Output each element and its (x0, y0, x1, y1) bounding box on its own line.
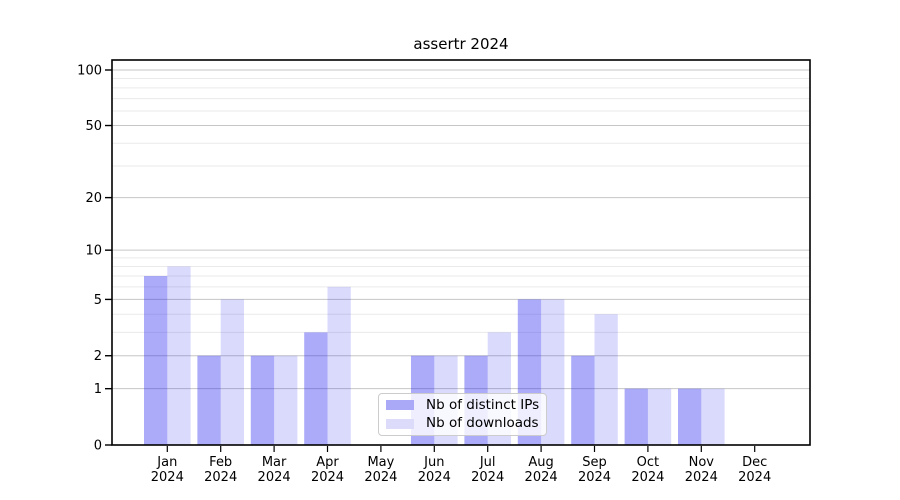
x-tick-label-month-mar: Mar (262, 455, 287, 470)
bar-downloads-mar (274, 355, 298, 445)
legend-label-distinct-ips: Nb of distinct IPs (426, 396, 540, 413)
y-tick-label-20: 20 (85, 191, 102, 206)
x-tick-label-year-sep: 2024 (578, 470, 611, 485)
legend-item-distinct-ips: Nb of distinct IPs (386, 396, 546, 413)
legend-swatch-ips (386, 400, 414, 411)
bar-ips-jan (144, 276, 168, 445)
x-tick-label-month-sep: Sep (582, 455, 607, 470)
bar-downloads-feb (220, 299, 244, 445)
y-tick-label-1: 1 (94, 382, 102, 397)
x-tick-label-month-nov: Nov (689, 455, 715, 470)
x-tick-label-year-may: 2024 (364, 470, 397, 485)
x-tick-label-year-jan: 2024 (151, 470, 184, 485)
x-tick-label-year-jul: 2024 (471, 470, 504, 485)
x-tick-label-month-jun: Jun (423, 455, 444, 470)
legend-swatch-downloads (386, 418, 414, 429)
chart-title: assertr 2024 (413, 35, 509, 53)
y-tick-label-5: 5 (94, 293, 102, 308)
plot-border (111, 59, 811, 446)
x-tick-label-year-oct: 2024 (631, 470, 664, 485)
x-tick-label-year-jun: 2024 (418, 470, 451, 485)
x-tick-label-month-aug: Aug (528, 455, 553, 470)
bar-downloads-oct (647, 388, 672, 445)
y-tick-label-0: 0 (94, 439, 102, 454)
x-tick-label-year-apr: 2024 (311, 470, 344, 485)
x-tick-label-month-oct: Oct (637, 455, 659, 470)
x-tick-label-year-nov: 2024 (685, 470, 718, 485)
bar-ips-nov (678, 388, 702, 445)
bar-downloads-apr (327, 286, 351, 445)
x-tick-label-month-apr: Apr (316, 455, 339, 470)
bar-ips-sep (571, 355, 595, 445)
x-tick-label-month-jul: Jul (479, 455, 496, 470)
y-tick-label-50: 50 (85, 119, 102, 134)
y-tick-label-100: 100 (77, 64, 102, 79)
legend-item-downloads: Nb of downloads (386, 415, 546, 431)
bar-ips-apr (304, 332, 328, 445)
bar-ips-oct (624, 388, 648, 445)
legend-label-downloads: Nb of downloads (426, 415, 539, 431)
bar-downloads-nov (701, 388, 725, 445)
bar-ips-mar (250, 355, 275, 445)
x-tick-label-year-feb: 2024 (204, 470, 237, 485)
x-tick-label-year-mar: 2024 (258, 470, 291, 485)
bar-downloads-sep (594, 314, 618, 445)
x-tick-label-year-dec: 2024 (738, 470, 771, 485)
x-tick-label-month-may: May (367, 455, 394, 470)
x-tick-label-month-feb: Feb (209, 455, 232, 470)
bar-downloads-jan (167, 266, 191, 445)
x-tick-label-month-jan: Jan (156, 455, 177, 470)
legend: Nb of distinct IPs Nb of downloads (378, 393, 547, 436)
x-tick-label-year-aug: 2024 (525, 470, 558, 485)
x-tick-label-month-dec: Dec (742, 455, 767, 470)
y-tick-label-2: 2 (94, 349, 102, 364)
y-tick-label-10: 10 (85, 244, 102, 259)
bar-ips-feb (197, 355, 221, 445)
